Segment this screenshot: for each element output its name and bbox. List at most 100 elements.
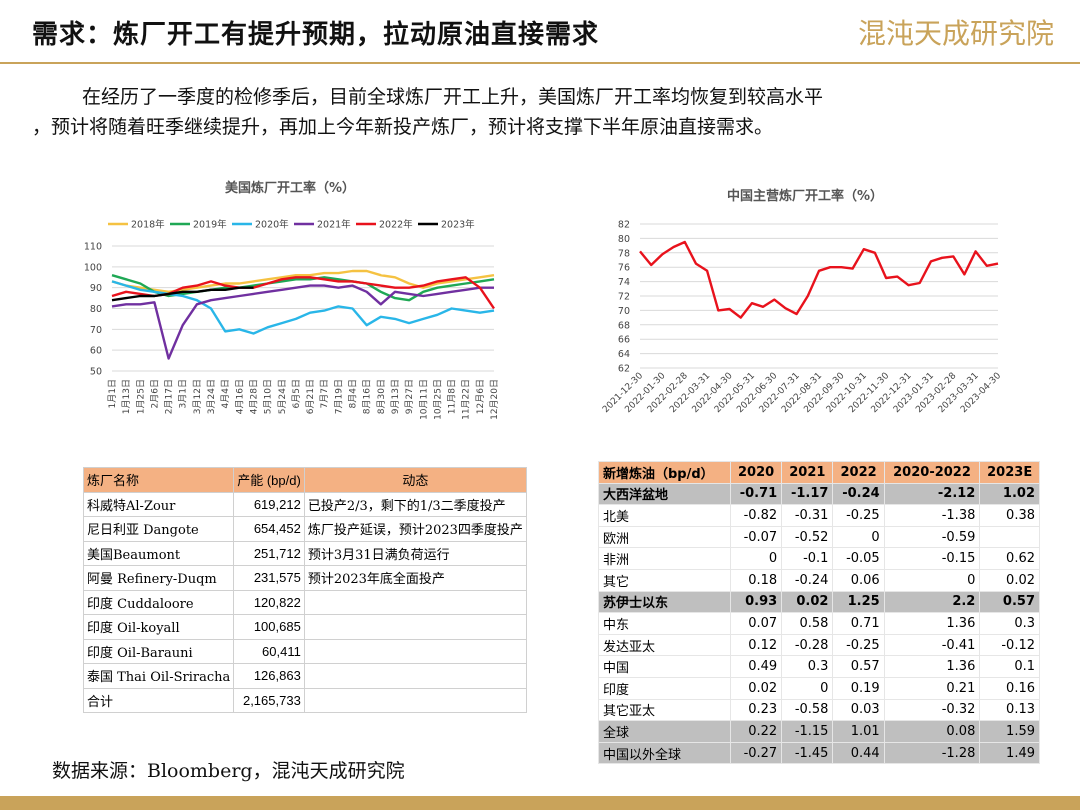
legend-label: 2018年: [131, 219, 165, 231]
table-cell: 预计3月31日满负荷运行: [303, 540, 527, 566]
table-cell: 0.03: [832, 698, 885, 722]
y-tick-label: 110: [84, 242, 102, 253]
table-cell: 0.93: [729, 590, 783, 614]
x-tick-label: 5月24日: [277, 379, 288, 414]
table-cell: [303, 589, 527, 615]
body-text: ，预计将随着旺季继续提升，再加上今年新投产炼厂，预计将支撑下半年原油直接需求。: [32, 116, 774, 138]
x-tick-label: 3月12日: [192, 379, 203, 414]
table-cell: 印度: [598, 676, 731, 700]
legend-label: 2020年: [255, 219, 289, 231]
y-tick-label: 64: [618, 349, 630, 360]
table-cell: 美国Beaumont: [82, 540, 235, 566]
table-cell: 0.08: [883, 720, 981, 743]
y-tick-label: 60: [90, 346, 102, 357]
table-cell: 251,712: [233, 540, 305, 566]
table-cell: -0.58: [781, 698, 834, 722]
legend-label: 2019年: [193, 219, 227, 231]
table-cell: 0.3: [979, 612, 1040, 635]
y-tick-label: 78: [618, 248, 630, 259]
title-rule: [0, 62, 1080, 64]
table-row: 中东 0.07 0.58 0.71 1.36 0.3: [598, 612, 1040, 635]
table-row: 北美 -0.82 -0.31 -0.25 -1.38 0.38: [598, 504, 1040, 527]
y-tick-label: 72: [618, 292, 630, 303]
table-row: 中国 0.49 0.3 0.57 1.36 0.1: [598, 655, 1040, 678]
x-tick-label: 6月21日: [305, 379, 316, 414]
table-cell: 1.36: [883, 612, 981, 635]
x-tick-label: 1月13日: [121, 379, 132, 414]
table-cell: 大西洋盆地: [598, 482, 731, 506]
data-line: [639, 240, 999, 319]
table-cell: 其它亚太: [598, 698, 731, 722]
table-cell: -0.15: [883, 547, 981, 570]
legend-label: 2022年: [379, 219, 413, 231]
table-cell: -1.17: [781, 482, 834, 506]
table-cell: 0.18: [729, 568, 783, 592]
table-cell: 0: [781, 676, 834, 700]
table-cell: 欧洲: [598, 525, 731, 549]
table-cell: 0.38: [979, 504, 1040, 527]
table-cell: -0.1: [781, 547, 834, 570]
table-cell: -0.24: [781, 568, 834, 592]
table-cell: 120,822: [233, 589, 305, 615]
table-row: 美国Beaumont 251,712 预计3月31日满负荷运行: [82, 540, 527, 566]
table-row: 发达亚太 0.12 -0.28 -0.25 -0.41 -0.12: [598, 633, 1040, 657]
table-cell: 合计: [82, 687, 235, 713]
x-tick-label: 1月1日: [107, 379, 118, 408]
table-cell: -0.52: [781, 525, 834, 549]
legend-label: 2023年: [441, 219, 475, 231]
x-tick-label: 12月6日: [475, 379, 486, 414]
table-cell: -0.12: [979, 633, 1040, 657]
table-cell: 0.57: [832, 655, 885, 678]
table-cell: [303, 663, 527, 689]
table-cell: 动态: [303, 467, 527, 493]
table-cell: 126,863: [233, 663, 305, 689]
table-cell: 100,685: [233, 614, 305, 640]
table-cell: 2020-2022: [883, 461, 981, 484]
table-cell: -1.28: [883, 741, 981, 765]
x-tick-label: 1月25日: [135, 379, 146, 414]
table-row: 印度 Oil-koyall 100,685: [82, 614, 527, 640]
x-tick-label: 5月10日: [263, 379, 274, 414]
table-cell: -0.24: [832, 482, 885, 506]
data-line: [111, 276, 495, 310]
table-cell: -0.28: [781, 633, 834, 657]
table-cell: -0.25: [832, 633, 885, 657]
table-cell: 0.71: [832, 612, 885, 635]
table-cell: 1.59: [979, 720, 1040, 743]
table-cell: 阿曼 Refinery-Duqm: [82, 565, 235, 591]
table-cell: 印度 Oil-Barauni: [82, 638, 235, 664]
table-row: 中国以外全球 -0.27 -1.45 0.44 -1.28 1.49: [598, 741, 1040, 765]
table-cell: 0.57: [979, 590, 1040, 614]
y-tick-label: 80: [90, 304, 102, 315]
table-row: 印度 Oil-Barauni 60,411: [82, 638, 527, 664]
table-cell: 0.44: [832, 741, 885, 765]
table-cell: 2022: [832, 461, 885, 484]
table-cell: 印度 Cuddaloore: [82, 589, 235, 615]
table-cell: -0.27: [729, 741, 783, 765]
x-tick-label: 8月30日: [376, 379, 387, 414]
table-cell: 1.01: [832, 720, 885, 743]
y-tick-label: 100: [84, 262, 102, 273]
table-cell: 2.2: [883, 590, 981, 614]
table-cell: 0.22: [729, 720, 783, 743]
x-tick-label: 4月28日: [248, 379, 259, 414]
x-tick-label: 6月5日: [291, 379, 302, 408]
y-tick-label: 66: [618, 335, 630, 346]
y-tick-label: 70: [90, 325, 102, 336]
table-row: 印度 0.02 0 0.19 0.21 0.16: [598, 676, 1040, 700]
x-tick-label: 2月17日: [164, 379, 175, 414]
data-line: [111, 280, 495, 335]
table-cell: -0.31: [781, 504, 834, 527]
footer-bar: [0, 796, 1080, 810]
x-tick-label: 3月1日: [178, 379, 189, 408]
y-tick-label: 50: [90, 367, 102, 378]
table-cell: [303, 614, 527, 640]
table-cell: 1.36: [883, 655, 981, 678]
table-cell: 0.13: [979, 698, 1040, 722]
table-row: 泰国 Thai Oil-Sriracha 126,863: [82, 663, 527, 689]
table-row: 其它亚太 0.23 -0.58 0.03 -0.32 0.13: [598, 698, 1040, 722]
x-tick-label: 10月25日: [432, 379, 443, 420]
table-cell: 北美: [598, 504, 731, 527]
slide-title: 需求：炼厂开工有提升预期，拉动原油直接需求: [32, 20, 600, 50]
table-cell: -0.07: [729, 525, 783, 549]
